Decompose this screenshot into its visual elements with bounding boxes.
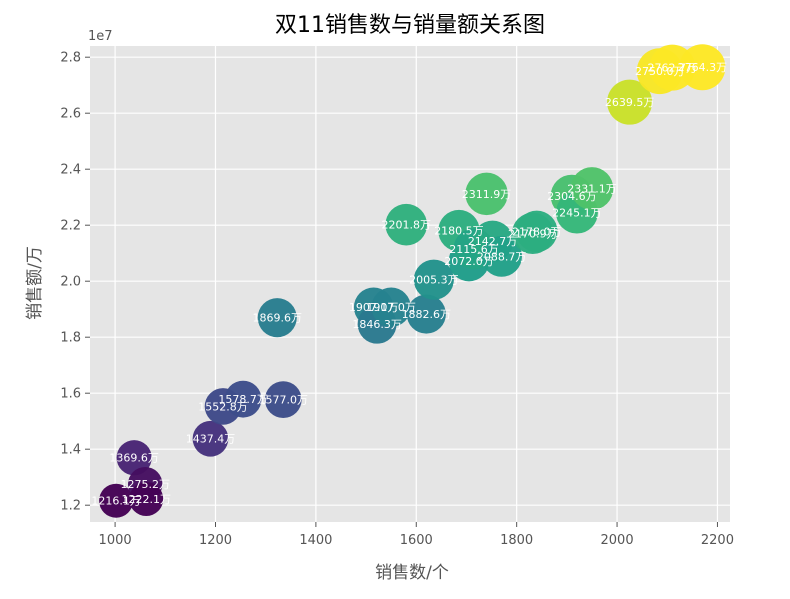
y-tick-label: 2.6 xyxy=(60,107,81,122)
y-tick-label: 1.6 xyxy=(60,387,81,402)
axis-ticks: 1000 1200 1400 1600 1800 2000 2200 1.2 1.4 1.6 1.8… xyxy=(60,51,734,548)
y-tick-label: 2.0 xyxy=(60,275,81,290)
x-tick-label: 2000 xyxy=(601,533,634,548)
x-tick-label: 1200 xyxy=(199,533,232,548)
data-point xyxy=(116,440,152,476)
data-label: 1907.1万 xyxy=(349,301,399,314)
data-point xyxy=(679,44,726,91)
data-point xyxy=(129,481,164,517)
data-label: 1216.1万 xyxy=(91,495,141,508)
data-label: 1907.0万 xyxy=(366,301,416,314)
y-offset-label: 1e7 xyxy=(88,29,113,44)
x-tick-label: 1400 xyxy=(299,533,332,548)
data-label: 1222.1万 xyxy=(121,493,171,506)
y-tick-label: 1.8 xyxy=(60,331,81,346)
data-point xyxy=(406,294,446,334)
data-point xyxy=(413,259,454,300)
y-tick-label: 2.2 xyxy=(60,219,81,234)
x-tick-label: 1000 xyxy=(99,533,132,548)
data-label: 1369.6万 xyxy=(109,452,159,465)
data-label: 2311.9万 xyxy=(462,188,512,201)
y-tick-label: 2.8 xyxy=(60,51,81,66)
data-point xyxy=(264,381,302,419)
data-label: 1577.0万 xyxy=(259,394,309,407)
data-labels: 1216.1万 1369.6万 1275.2万 1222.1万 1437.4万 1552.… xyxy=(91,61,727,507)
data-label: 1437.4万 xyxy=(186,433,236,446)
data-points xyxy=(99,44,726,518)
data-label: 2245.1万 xyxy=(552,207,602,220)
data-label: 2762.7万 xyxy=(648,62,698,75)
data-label: 2005.3万 xyxy=(409,274,459,287)
data-label: 1578.7万 xyxy=(218,393,268,406)
data-point xyxy=(99,483,134,518)
chart-title: 双11销售数与销量额关系图 xyxy=(275,13,545,38)
data-label: 2142.7万 xyxy=(468,235,518,248)
data-label: 2115.6万 xyxy=(449,243,499,256)
data-label: 2178.0万 xyxy=(512,225,562,238)
x-axis-label: 销售数/个 xyxy=(375,563,449,583)
y-axis-label: 销售额/万 xyxy=(25,246,45,320)
data-label: 2331.1万 xyxy=(567,182,617,195)
data-label: 2750.0万 xyxy=(635,65,685,78)
data-point xyxy=(385,203,428,246)
data-label: 1846.3万 xyxy=(352,318,402,331)
data-label: 2764.3万 xyxy=(678,61,728,74)
data-label: 1552.8万 xyxy=(198,400,248,413)
data-label: 1882.6万 xyxy=(402,308,452,321)
data-label: 1275.2万 xyxy=(120,478,170,491)
grid xyxy=(90,46,730,522)
data-point xyxy=(257,298,297,338)
data-point xyxy=(192,420,229,457)
data-point xyxy=(481,235,522,277)
x-tick-label: 1600 xyxy=(400,533,433,548)
data-label: 2201.8万 xyxy=(381,219,431,232)
x-tick-label: 1800 xyxy=(500,533,533,548)
data-point xyxy=(607,79,653,125)
data-point xyxy=(465,172,508,216)
data-label: 1869.6万 xyxy=(252,312,302,325)
x-tick-label: 2200 xyxy=(701,533,734,548)
data-point xyxy=(516,210,558,253)
data-label: 2180.5万 xyxy=(434,225,484,238)
data-point xyxy=(570,167,614,210)
data-label: 2304.6万 xyxy=(547,190,597,203)
data-point xyxy=(371,287,411,327)
data-label: 2072.0万 xyxy=(444,255,494,268)
y-tick-label: 2.4 xyxy=(60,163,81,178)
y-tick-label: 1.4 xyxy=(60,443,81,458)
data-label: 2639.5万 xyxy=(605,96,655,109)
y-tick-label: 1.2 xyxy=(60,499,81,514)
data-point xyxy=(224,380,262,418)
data-label: 2088.7万 xyxy=(477,250,527,263)
data-label: 2170.9万 xyxy=(508,227,558,240)
